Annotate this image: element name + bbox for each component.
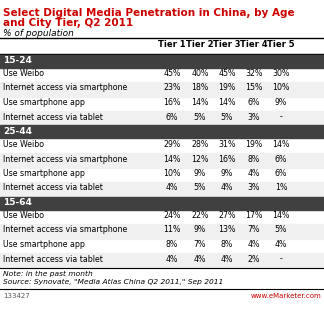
Text: 9%: 9% xyxy=(194,225,206,235)
Text: 13%: 13% xyxy=(218,225,236,235)
Text: 23%: 23% xyxy=(163,83,181,93)
Text: 18%: 18% xyxy=(191,83,209,93)
Text: 4%: 4% xyxy=(221,184,233,192)
Text: 28%: 28% xyxy=(191,140,209,149)
Text: 14%: 14% xyxy=(272,211,290,220)
Text: 4%: 4% xyxy=(194,255,206,263)
Text: 45%: 45% xyxy=(218,69,236,78)
Text: 4%: 4% xyxy=(275,240,287,249)
Text: 17%: 17% xyxy=(245,211,263,220)
Text: 3%: 3% xyxy=(248,113,260,121)
Text: Internet access via smartphone: Internet access via smartphone xyxy=(3,154,127,164)
Text: 7%: 7% xyxy=(194,240,206,249)
Text: 31%: 31% xyxy=(218,140,236,149)
Text: 4%: 4% xyxy=(166,184,178,192)
Text: Tier 5: Tier 5 xyxy=(267,40,295,49)
Text: Internet access via smartphone: Internet access via smartphone xyxy=(3,225,127,235)
Text: 27%: 27% xyxy=(218,211,236,220)
Text: www.eMarketer.com: www.eMarketer.com xyxy=(250,294,321,300)
Text: 29%: 29% xyxy=(163,140,180,149)
Text: 22%: 22% xyxy=(191,211,209,220)
Text: Internet access via tablet: Internet access via tablet xyxy=(3,184,103,192)
Text: Tier 3: Tier 3 xyxy=(213,40,241,49)
Text: 15-24: 15-24 xyxy=(3,56,32,65)
Text: 6%: 6% xyxy=(275,169,287,178)
Text: 6%: 6% xyxy=(248,98,260,107)
Text: 4%: 4% xyxy=(166,255,178,263)
Text: 19%: 19% xyxy=(245,140,263,149)
Text: 5%: 5% xyxy=(194,113,206,121)
Text: -: - xyxy=(280,113,283,121)
Text: 32%: 32% xyxy=(245,69,263,78)
Text: Use Weibo: Use Weibo xyxy=(3,140,44,149)
Text: 40%: 40% xyxy=(191,69,209,78)
Text: 6%: 6% xyxy=(275,154,287,164)
Text: 4%: 4% xyxy=(248,240,260,249)
Text: 4%: 4% xyxy=(221,255,233,263)
Text: Internet access via smartphone: Internet access via smartphone xyxy=(3,83,127,93)
Text: -: - xyxy=(280,255,283,263)
Text: 15%: 15% xyxy=(245,83,263,93)
Text: 16%: 16% xyxy=(218,154,236,164)
Text: 19%: 19% xyxy=(218,83,236,93)
Text: 6%: 6% xyxy=(166,113,178,121)
Text: 5%: 5% xyxy=(194,184,206,192)
Text: Use smartphone app: Use smartphone app xyxy=(3,240,85,249)
Text: Internet access via tablet: Internet access via tablet xyxy=(3,255,103,263)
Text: 9%: 9% xyxy=(194,169,206,178)
Text: 14%: 14% xyxy=(272,140,290,149)
Text: 14%: 14% xyxy=(191,98,209,107)
Text: 14%: 14% xyxy=(163,154,181,164)
Text: 11%: 11% xyxy=(163,225,181,235)
Text: 7%: 7% xyxy=(248,225,260,235)
Text: and City Tier, Q2 2011: and City Tier, Q2 2011 xyxy=(3,18,133,28)
Text: 4%: 4% xyxy=(248,169,260,178)
Text: Use Weibo: Use Weibo xyxy=(3,211,44,220)
Text: 9%: 9% xyxy=(275,98,287,107)
Text: 2%: 2% xyxy=(248,255,260,263)
Text: Tier 1: Tier 1 xyxy=(158,40,186,49)
Text: Tier 2: Tier 2 xyxy=(186,40,214,49)
Text: 25-44: 25-44 xyxy=(3,127,32,136)
Text: 16%: 16% xyxy=(163,98,181,107)
Text: 45%: 45% xyxy=(163,69,181,78)
Text: 8%: 8% xyxy=(248,154,260,164)
Text: 133427: 133427 xyxy=(3,294,30,300)
Text: Use smartphone app: Use smartphone app xyxy=(3,98,85,107)
Text: 12%: 12% xyxy=(191,154,209,164)
Text: 8%: 8% xyxy=(221,240,233,249)
Text: Tier 4: Tier 4 xyxy=(240,40,268,49)
Text: 5%: 5% xyxy=(221,113,233,121)
Text: Internet access via tablet: Internet access via tablet xyxy=(3,113,103,121)
Text: 9%: 9% xyxy=(221,169,233,178)
Text: Use Weibo: Use Weibo xyxy=(3,69,44,78)
Text: Use smartphone app: Use smartphone app xyxy=(3,169,85,178)
Text: 1%: 1% xyxy=(275,184,287,192)
Text: % of population: % of population xyxy=(3,29,74,38)
Text: 15-64: 15-64 xyxy=(3,198,32,207)
Text: 10%: 10% xyxy=(272,83,290,93)
Text: 10%: 10% xyxy=(163,169,181,178)
Text: Select Digital Media Penetration in China, by Age: Select Digital Media Penetration in Chin… xyxy=(3,8,295,18)
Text: Note: in the past month: Note: in the past month xyxy=(3,270,93,277)
Text: 24%: 24% xyxy=(163,211,181,220)
Text: 8%: 8% xyxy=(166,240,178,249)
Text: Source: Synovate, "Media Atlas China Q2 2011," Sep 2011: Source: Synovate, "Media Atlas China Q2 … xyxy=(3,279,223,285)
Text: 14%: 14% xyxy=(218,98,236,107)
Text: 3%: 3% xyxy=(248,184,260,192)
Text: 30%: 30% xyxy=(272,69,290,78)
Text: 5%: 5% xyxy=(275,225,287,235)
